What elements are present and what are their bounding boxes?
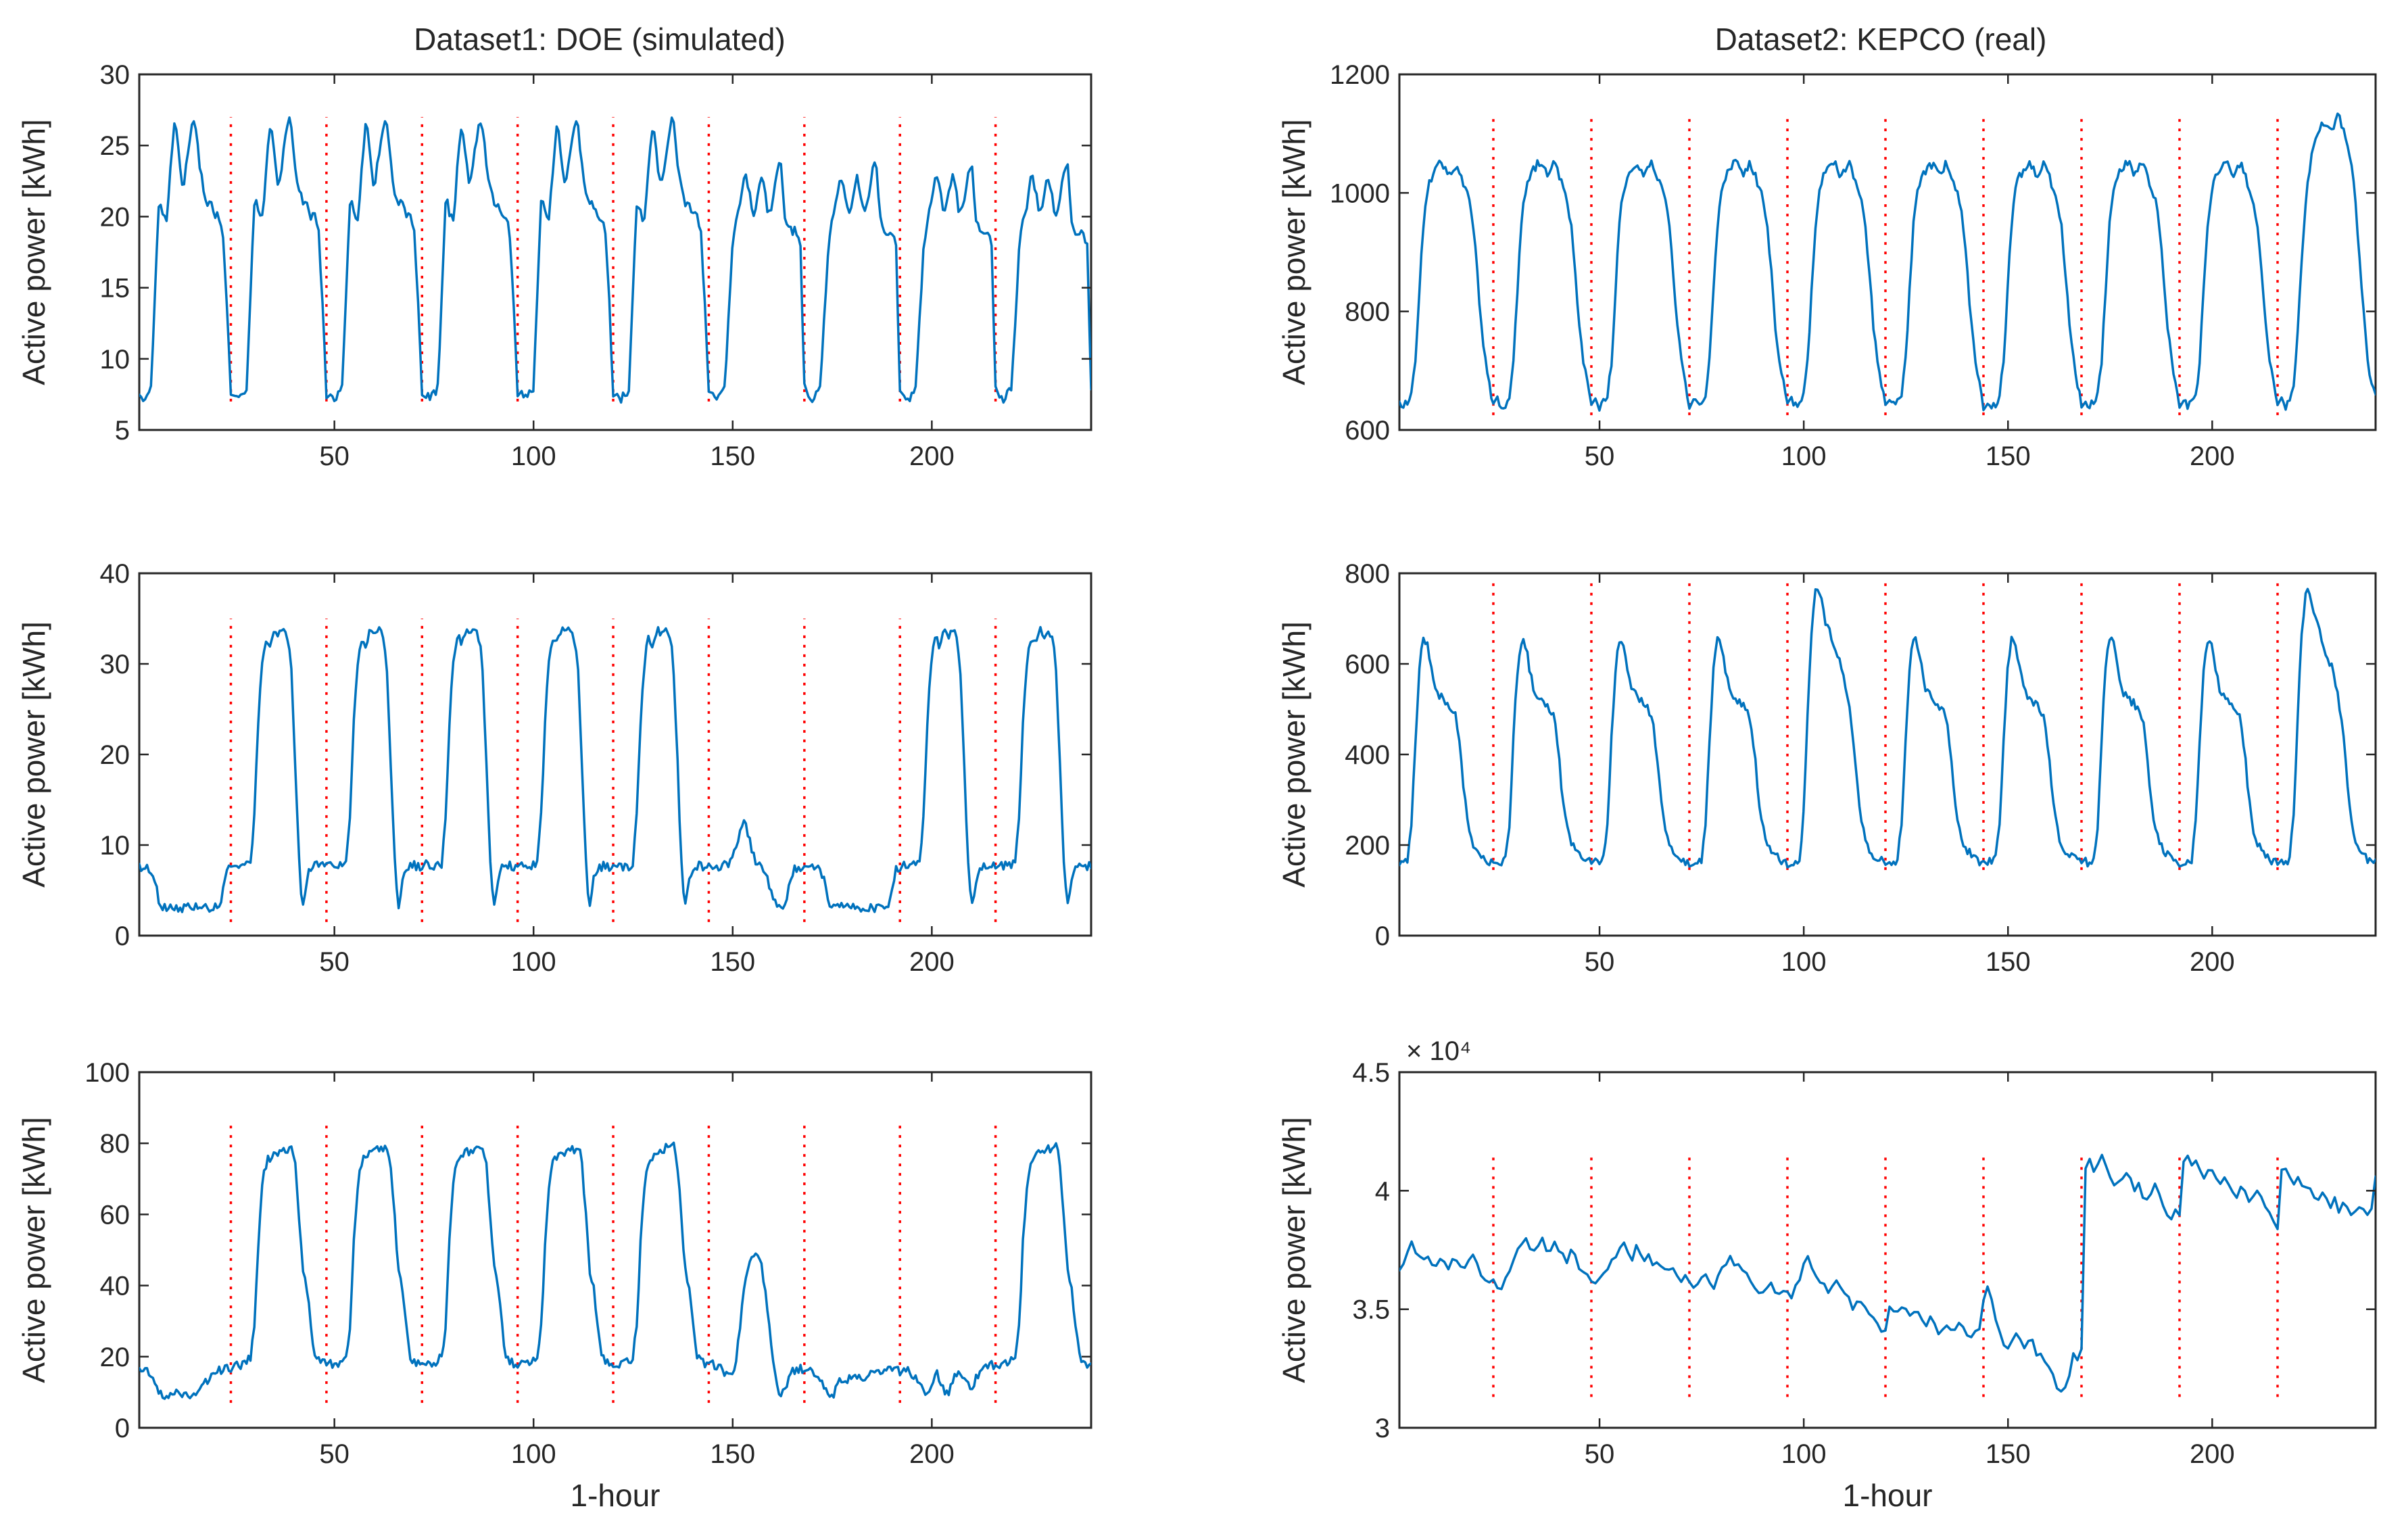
x-tick-label: 200 [2190, 1439, 2235, 1469]
x-tick-label: 150 [710, 441, 755, 471]
x-tick-label: 200 [909, 441, 955, 471]
plot-area [1399, 112, 2376, 416]
y-tick-label: 0 [1375, 921, 1390, 951]
series-line [139, 1141, 1091, 1400]
y-tick-label: 600 [1345, 650, 1390, 679]
x-tick-label: 50 [1585, 947, 1615, 977]
axes-frame [1398, 73, 2377, 431]
x-tick-label: 100 [511, 1439, 556, 1469]
series-line [1399, 587, 2376, 869]
y-tick-label: 800 [1345, 297, 1390, 327]
y-tick-label: 10 [100, 831, 130, 861]
y-tick-label: 20 [100, 1343, 130, 1372]
subplot-3: 50 100 150 200 0 10 20 30 40 Active power [kWh] [16, 559, 1092, 977]
subplot-2: 50 100 150 200 600 800 1000 1200 Active power [k… [1276, 60, 2377, 471]
y-tick-label: 0 [115, 1414, 130, 1443]
x-tick-label: 100 [1781, 947, 1827, 977]
series-line [1399, 112, 2376, 412]
x-tick-label: 50 [319, 1439, 350, 1469]
y-axis-label: Active power [kWh] [16, 1117, 51, 1383]
y-tick-label: 40 [100, 1272, 130, 1301]
x-tick-label: 200 [2190, 441, 2235, 471]
x-tick-label: 150 [1986, 441, 2031, 471]
subplot-1: 50 100 150 200 5 10 15 20 25 30 Active power [kWh] [16, 60, 1092, 471]
x-tick-label: 150 [1986, 947, 2031, 977]
y-tick-label: 10 [100, 345, 130, 375]
y-axis-label: Active power [kWh] [16, 119, 51, 385]
y-axis-exponent: × 10⁴ [1406, 1036, 1471, 1066]
y-tick-label: 5 [115, 416, 130, 446]
y-tick-label: 600 [1345, 416, 1390, 446]
axes-frame [1398, 572, 2377, 937]
y-axis-label: Active power [kWh] [1276, 119, 1312, 385]
y-tick-label: 15 [100, 274, 130, 304]
x-tick-label: 150 [710, 947, 755, 977]
y-tick-label: 80 [100, 1129, 130, 1159]
y-axis-label: Active power [kWh] [16, 621, 51, 888]
y-tick-label: 4.5 [1352, 1058, 1390, 1088]
series-line [139, 625, 1091, 913]
y-tick-label: 100 [85, 1058, 130, 1088]
x-tick-label: 150 [1986, 1439, 2031, 1469]
plot-area [1399, 577, 2376, 870]
x-tick-label: 50 [319, 947, 350, 977]
x-tick-label: 150 [710, 1439, 755, 1469]
x-tick-label: 50 [1585, 441, 1615, 471]
subplot-6: 50 100 150 200 3 3.5 4 4.5 Active power [kWh] 1-h… [1276, 1036, 2377, 1513]
y-tick-label: 0 [115, 921, 130, 951]
x-axis-label: 1-hour [1843, 1478, 1933, 1513]
x-axis-label: 1-hour [571, 1478, 660, 1513]
y-tick-label: 20 [100, 740, 130, 770]
y-axis-label: Active power [kWh] [1276, 1117, 1312, 1383]
column-title-left: Dataset1: DOE (simulated) [414, 22, 786, 57]
x-tick-label: 100 [511, 441, 556, 471]
axes-frame [1398, 1071, 2377, 1429]
plot-area [139, 116, 1091, 404]
series-line [1399, 1153, 2376, 1393]
x-tick-label: 100 [1781, 1439, 1827, 1469]
y-tick-label: 40 [100, 559, 130, 589]
plot-area [139, 1125, 1091, 1403]
plot-area [139, 619, 1091, 922]
y-tick-label: 3.5 [1352, 1295, 1390, 1325]
subplot-4: 50 100 150 200 0 200 400 600 800 Active power [kW… [1276, 559, 2377, 977]
x-tick-label: 50 [319, 441, 350, 471]
y-tick-label: 30 [100, 60, 130, 90]
series-line [139, 116, 1091, 404]
y-tick-label: 3 [1375, 1414, 1390, 1443]
y-tick-label: 60 [100, 1200, 130, 1230]
y-tick-label: 30 [100, 650, 130, 679]
y-tick-label: 1000 [1330, 178, 1390, 208]
axes-frame [138, 1071, 1092, 1429]
x-tick-label: 200 [909, 1439, 955, 1469]
y-tick-label: 25 [100, 131, 130, 161]
y-tick-label: 200 [1345, 831, 1390, 861]
y-tick-label: 20 [100, 202, 130, 232]
column-title-right: Dataset2: KEPCO (real) [1715, 22, 2047, 57]
x-tick-label: 100 [1781, 441, 1827, 471]
x-tick-label: 200 [909, 947, 955, 977]
plot-area [1399, 1153, 2376, 1397]
subplot-5: 50 100 150 200 0 20 40 60 80 100 Active power [kWh… [16, 1058, 1092, 1513]
y-tick-label: 800 [1345, 559, 1390, 589]
axes-frame [138, 73, 1092, 431]
y-tick-label: 1200 [1330, 60, 1390, 90]
axes-frame [138, 572, 1092, 937]
x-tick-label: 50 [1585, 1439, 1615, 1469]
y-tick-label: 400 [1345, 740, 1390, 770]
x-tick-label: 100 [511, 947, 556, 977]
y-tick-label: 4 [1375, 1176, 1390, 1206]
x-tick-label: 200 [2190, 947, 2235, 977]
y-axis-label: Active power [kWh] [1276, 621, 1312, 888]
